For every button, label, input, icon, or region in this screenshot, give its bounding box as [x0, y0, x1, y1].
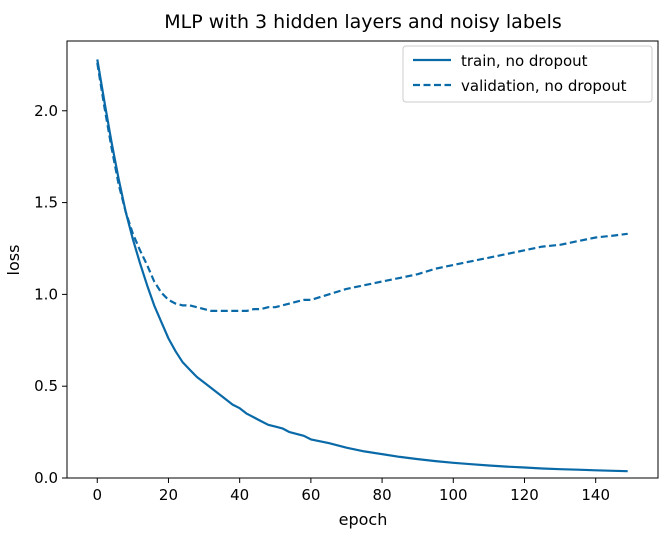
chart-title: MLP with 3 hidden layers and noisy label…	[164, 11, 562, 33]
x-tick-label: 100	[439, 486, 468, 504]
legend-box	[402, 45, 653, 103]
legend-label-validation: validation, no dropout	[461, 77, 627, 95]
y-tick-label: 0.5	[34, 377, 58, 395]
x-tick-label: 60	[301, 486, 320, 504]
x-tick-label: 140	[581, 486, 610, 504]
x-tick-label: 40	[230, 486, 249, 504]
legend: train, no dropout validation, no dropout	[402, 45, 653, 103]
plot-area	[96, 59, 628, 473]
y-axis: 0.0 0.5 1.0 1.5 2.0	[34, 102, 67, 487]
y-tick-label: 0.0	[34, 469, 58, 487]
legend-label-train: train, no dropout	[461, 52, 588, 70]
y-tick-label: 1.5	[34, 194, 58, 212]
y-tick-label: 1.0	[34, 285, 58, 303]
plot-frame	[66, 40, 659, 479]
x-tick-label: 80	[373, 486, 392, 504]
y-tick-label: 2.0	[34, 102, 58, 120]
x-axis: 0 20 40 60 80 100 120 140	[92, 478, 610, 504]
x-tick-label: 120	[510, 486, 539, 504]
series-line-validation	[96, 62, 628, 312]
x-axis-label: epoch	[339, 510, 388, 529]
x-tick-label: 0	[92, 486, 102, 504]
x-tick-label: 20	[159, 486, 178, 504]
y-axis-label: loss	[4, 245, 23, 276]
series-line-train	[96, 59, 628, 473]
